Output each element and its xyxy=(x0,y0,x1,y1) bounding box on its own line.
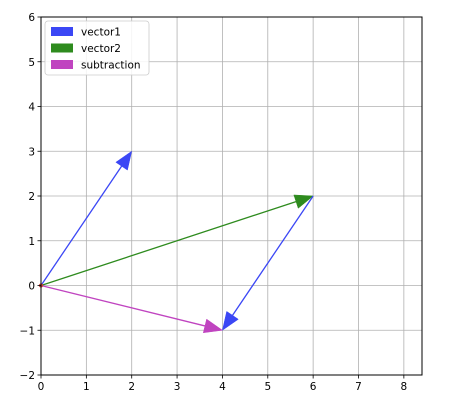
y-tick-label: 2 xyxy=(28,191,35,203)
y-tick-label: 5 xyxy=(28,57,35,69)
x-tick-label: 8 xyxy=(401,381,408,393)
vector-shaft xyxy=(231,195,314,316)
vector-head xyxy=(293,194,314,209)
vector-arrow-subtraction xyxy=(40,284,224,334)
legend-swatch-subtraction xyxy=(51,60,73,69)
vector-arrow-vector1 xyxy=(40,150,133,286)
legend: vector1 vector2 subtraction xyxy=(44,20,150,76)
vector-head xyxy=(115,150,133,171)
x-tick-label: 7 xyxy=(355,381,362,393)
vector-shaft xyxy=(40,201,297,287)
legend-label-vector2: vector2 xyxy=(81,43,121,55)
y-tick-label: 4 xyxy=(28,102,35,114)
legend-label-vector1: vector1 xyxy=(81,27,121,39)
x-tick-label: 5 xyxy=(264,381,271,393)
x-axis-ticks: 0 1 2 3 4 5 6 7 8 xyxy=(38,375,408,393)
y-tick-label: −2 xyxy=(20,370,35,382)
x-tick-label: 0 xyxy=(38,381,45,393)
x-tick-label: 2 xyxy=(128,381,135,393)
legend-swatch-vector2 xyxy=(51,43,73,53)
y-tick-label: 6 xyxy=(28,12,35,24)
y-tick-label: −1 xyxy=(20,325,35,337)
y-tick-label: 0 xyxy=(28,281,35,293)
vector-head xyxy=(222,311,239,331)
y-tick-label: 3 xyxy=(28,146,35,158)
vector-arrow-vector1 xyxy=(222,195,314,331)
y-tick-label: 1 xyxy=(28,236,35,248)
y-axis-ticks: −2 −1 0 1 2 3 4 5 6 xyxy=(20,12,41,382)
vector-arrow-vector2 xyxy=(40,194,314,287)
vector-shaft xyxy=(40,284,206,327)
x-tick-label: 4 xyxy=(219,381,226,393)
legend-label-subtraction: subtraction xyxy=(81,60,141,72)
legend-swatch-vector1 xyxy=(51,27,73,36)
x-tick-label: 1 xyxy=(83,381,90,393)
vector-shaft xyxy=(40,165,123,286)
vectors xyxy=(39,150,314,334)
x-tick-label: 6 xyxy=(310,381,317,393)
vector-head xyxy=(202,318,224,334)
x-tick-label: 3 xyxy=(174,381,181,393)
